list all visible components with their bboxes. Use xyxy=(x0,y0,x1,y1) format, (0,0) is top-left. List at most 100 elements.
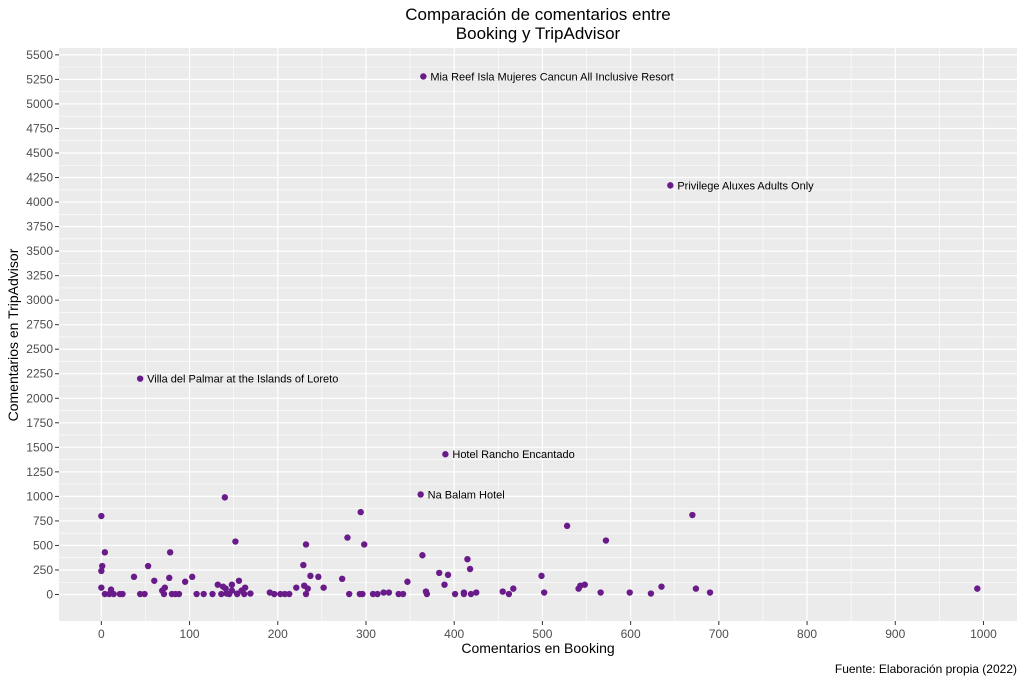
data-point xyxy=(302,590,310,598)
chart-caption: Fuente: Elaboración propia (2022) xyxy=(835,662,1017,676)
data-point xyxy=(357,508,364,516)
plot-panel xyxy=(59,48,1017,621)
point-annotations: Mia Reef Isla Mujeres Cancun All Inclusi… xyxy=(147,71,814,501)
data-point xyxy=(974,585,981,592)
y-tick-label: 4750 xyxy=(26,121,53,135)
data-point xyxy=(338,575,346,583)
data-point xyxy=(200,590,207,598)
data-point xyxy=(369,590,377,598)
y-tick-label: 3250 xyxy=(26,269,53,283)
data-point xyxy=(144,562,152,570)
data-point xyxy=(130,573,138,581)
data-point xyxy=(228,581,236,588)
point-label: Mia Reef Isla Mujeres Cancun All Inclusi… xyxy=(430,71,673,83)
data-point xyxy=(575,585,582,592)
point-label: Na Balam Hotel xyxy=(428,489,505,501)
point-label: Villa del Palmar at the Islands of Loret… xyxy=(147,374,338,386)
data-point xyxy=(98,567,105,575)
data-point xyxy=(304,585,311,592)
data-point xyxy=(168,590,176,598)
y-tick-label: 2250 xyxy=(26,367,53,381)
chart-title-line-1: Comparación de comentarios entre xyxy=(405,5,671,24)
data-point xyxy=(277,590,284,598)
y-tick-label: 750 xyxy=(33,514,53,528)
x-tick-label: 600 xyxy=(621,627,641,641)
data-point xyxy=(101,590,109,598)
data-point xyxy=(473,589,480,596)
y-tick-label: 2750 xyxy=(26,318,53,332)
x-tick-label: 900 xyxy=(885,627,905,641)
data-point xyxy=(444,571,452,579)
data-point xyxy=(181,578,189,585)
data-point xyxy=(271,590,278,598)
y-tick-label: 1250 xyxy=(26,465,53,479)
y-tick-label: 500 xyxy=(33,538,53,552)
data-point xyxy=(395,590,402,598)
data-point xyxy=(233,590,241,598)
data-point xyxy=(302,541,310,548)
data-point xyxy=(226,590,233,598)
data-point xyxy=(442,451,449,458)
data-point xyxy=(307,572,314,580)
data-point xyxy=(218,590,225,598)
y-tick-label: 3750 xyxy=(26,220,53,234)
data-point xyxy=(286,590,293,598)
point-label: Hotel Rancho Encantado xyxy=(452,449,574,461)
data-point xyxy=(141,590,148,598)
x-tick-label: 200 xyxy=(268,627,288,641)
x-tick-label: 800 xyxy=(797,627,817,641)
data-point xyxy=(464,555,471,563)
data-point xyxy=(647,590,655,597)
data-point xyxy=(667,182,674,189)
data-point xyxy=(293,584,300,591)
y-tick-label: 1000 xyxy=(26,489,53,503)
data-point xyxy=(235,577,243,584)
x-tick-label: 1000 xyxy=(970,627,997,641)
data-point xyxy=(193,590,200,598)
data-point xyxy=(209,590,216,598)
y-tick-label: 4000 xyxy=(26,195,53,209)
data-point xyxy=(385,589,393,596)
data-point xyxy=(451,590,459,598)
data-point xyxy=(467,590,475,598)
x-axis-title: Comentarios en Booking xyxy=(461,640,614,656)
y-tick-label: 1750 xyxy=(26,416,53,430)
data-point xyxy=(281,590,289,598)
data-points xyxy=(98,73,981,598)
data-point xyxy=(602,537,610,544)
data-point xyxy=(101,549,109,556)
x-tick-label: 500 xyxy=(532,627,552,641)
y-tick-label: 2000 xyxy=(26,391,53,405)
data-point xyxy=(538,572,545,580)
data-point xyxy=(540,589,548,596)
data-point xyxy=(214,581,221,588)
data-point xyxy=(247,590,254,597)
data-point xyxy=(232,538,239,545)
data-point xyxy=(706,589,714,596)
data-point xyxy=(136,375,144,382)
data-point xyxy=(420,73,427,80)
data-point xyxy=(359,590,366,598)
x-axis: 0 100 200 300 400 500 600 700 800 900 1000 xyxy=(98,621,997,641)
y-tick-label: 4250 xyxy=(26,171,53,185)
y-tick-label: 0 xyxy=(46,588,53,602)
data-point xyxy=(597,589,604,596)
data-point xyxy=(344,534,351,541)
x-tick-label: 700 xyxy=(709,627,729,641)
data-point xyxy=(160,590,168,598)
data-point xyxy=(436,569,443,577)
grid-lines xyxy=(59,48,1017,621)
y-axis: 0 250 500 750 1000 1250 1500 1750 2000 2250 2500 27… xyxy=(26,48,59,602)
data-point xyxy=(241,590,248,598)
data-point xyxy=(166,574,173,582)
y-tick-label: 5000 xyxy=(26,97,53,111)
data-point xyxy=(166,549,174,556)
data-point xyxy=(346,590,353,598)
data-point xyxy=(221,494,229,501)
data-point xyxy=(110,590,117,598)
data-point xyxy=(505,590,513,598)
point-label: Privilege Aluxes Adults Only xyxy=(677,180,814,192)
y-tick-label: 2500 xyxy=(26,342,53,356)
y-tick-label: 5500 xyxy=(26,48,53,62)
data-point xyxy=(175,590,183,598)
